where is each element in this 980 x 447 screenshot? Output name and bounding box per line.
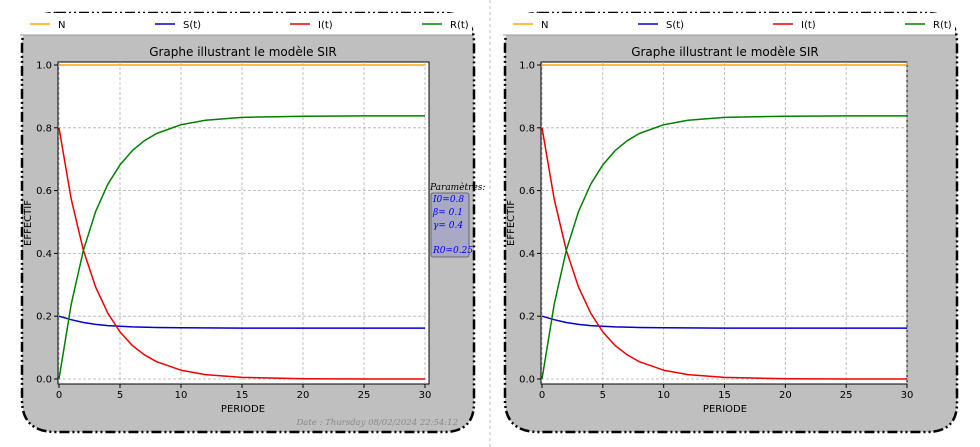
left-y-tick-label: 0.2: [36, 312, 52, 323]
right-y-tick-label: 0.2: [519, 312, 535, 323]
date-stamp: Date : Thursday 08/02/2024 22:54:12: [295, 418, 458, 428]
right-plot-area: [540, 61, 908, 385]
left-x-tick-label: 0: [56, 390, 62, 401]
right-y-tick-label: 1.0: [519, 61, 535, 72]
right-x-axis-label: PERIODE: [703, 404, 747, 415]
right-series-rt-line: [541, 115, 907, 380]
right-y-tick-label: 0.6: [519, 186, 535, 197]
right-legend-label-rt: R(t): [933, 20, 952, 31]
right-legend-label-st: S(t): [666, 20, 684, 31]
left-legend-label-st: S(t): [183, 20, 201, 31]
right-y-tick-label: 0.8: [519, 123, 535, 134]
right-x-tick-label: 10: [657, 390, 670, 401]
left-legend-label-it: I(t): [318, 20, 333, 31]
left-series-rt-line: [58, 115, 425, 380]
param-i0: I0=0.8: [432, 195, 464, 205]
right-chart-panel: Graphe illustrant le modèle SIR 0 5 10 15 20…: [503, 11, 959, 434]
right-x-tick-label: 5: [600, 390, 606, 401]
param-r0: R0=0.25: [432, 246, 473, 256]
left-x-tick-label: 5: [117, 390, 123, 401]
right-x-tick-label: 15: [718, 390, 731, 401]
left-y-tick-label: 0.6: [36, 186, 52, 197]
left-y-tick-label: 0.4: [36, 249, 52, 260]
left-y-tick-label: 1.0: [36, 61, 52, 72]
right-x-tick-label: 30: [901, 390, 914, 401]
parameters-heading: Paramètres:: [429, 182, 485, 193]
parameters-box: Paramètres: I0=0.8 β= 0.1 γ= 0.4 R0=0.25: [429, 182, 485, 258]
left-legend-label-rt: R(t): [450, 20, 469, 31]
right-series-st-line: [541, 315, 907, 329]
left-y-tick-label: 0.0: [36, 375, 52, 386]
right-x-tick-label: 20: [779, 390, 792, 401]
left-x-tick-label: 10: [175, 390, 188, 401]
parameters-panel: [430, 192, 470, 258]
right-legend-label-n: N: [541, 20, 548, 31]
left-chart-panel: Graphe illustrant le modèle SIR 0 5 10 15 20…: [20, 11, 485, 434]
param-gamma: γ= 0.4: [433, 221, 463, 231]
left-y-axis-label: EFFECTIF: [23, 200, 34, 246]
right-chart-title: Graphe illustrant le modèle SIR: [631, 45, 819, 59]
right-legend-bar: [503, 13, 955, 35]
param-beta: β= 0.1: [432, 208, 463, 218]
left-series-it-line: [58, 127, 425, 380]
right-series-it-line: [541, 127, 907, 380]
left-series-st-line: [58, 315, 425, 329]
left-legend-label-n: N: [58, 20, 65, 31]
right-x-tick-label: 0: [539, 390, 545, 401]
right-y-axis-label: EFFECTIF: [506, 200, 517, 246]
left-plot-area: [57, 61, 430, 385]
right-x-tick-label: 25: [840, 390, 853, 401]
right-y-tick-label: 0.0: [519, 375, 535, 386]
left-x-axis-label: PERIODE: [221, 404, 265, 415]
left-y-tick-label: 0.8: [36, 123, 52, 134]
left-chart-title: Graphe illustrant le modèle SIR: [149, 45, 337, 59]
right-legend-label-it: I(t): [801, 20, 816, 31]
left-x-tick-label: 30: [419, 390, 432, 401]
left-legend-bar: [20, 13, 472, 35]
right-y-tick-label: 0.4: [519, 249, 535, 260]
left-x-tick-label: 25: [358, 390, 371, 401]
left-x-tick-label: 15: [236, 390, 249, 401]
left-x-tick-label: 20: [297, 390, 310, 401]
